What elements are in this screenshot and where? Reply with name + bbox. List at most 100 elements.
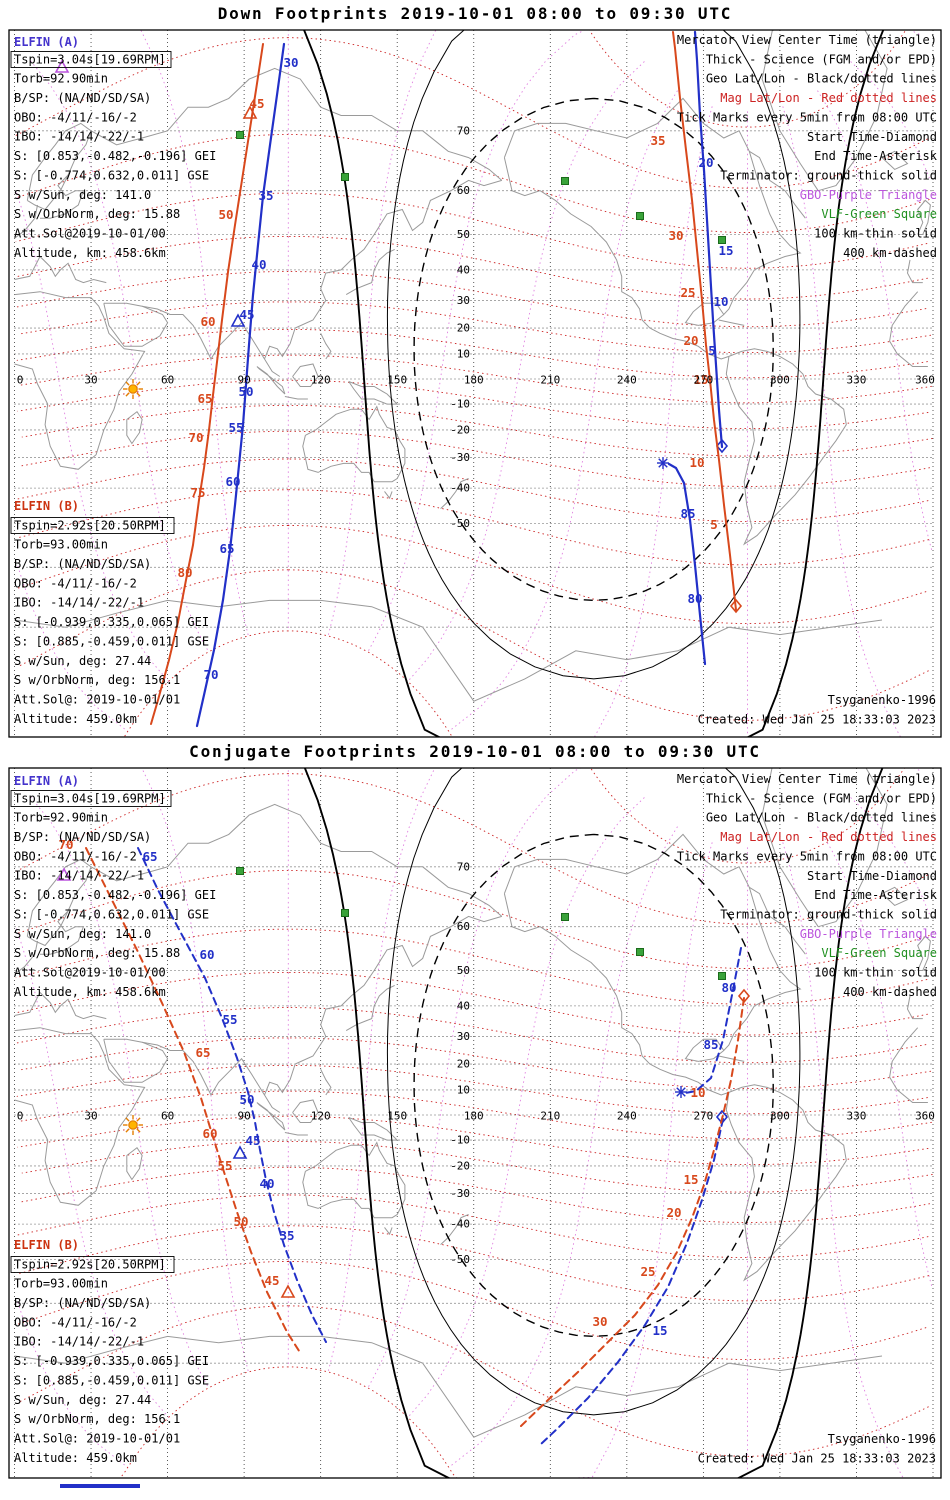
- lon-tick-label: 270: [693, 374, 713, 387]
- elfin-b-info-line: S w/OrbNorm, deg: 156.1: [14, 1412, 180, 1426]
- elfin-a-info-line: S w/OrbNorm, deg: 15.88: [14, 946, 180, 960]
- start-time-diamond: [715, 438, 729, 454]
- mag-latitude-line: [15, 773, 928, 925]
- track-time-label: 55: [217, 1158, 232, 1173]
- tspin-box-a: [10, 51, 172, 68]
- track-time-label: 20: [683, 333, 698, 348]
- track-time-label: 45: [245, 1133, 260, 1148]
- lon-tick-label: 240: [617, 374, 637, 387]
- legend-line: Tick Marks every 5min from 08:00 UTC: [677, 110, 937, 124]
- elfin-a-info-line: S: [0.853,-0.482,-0.196] GEI: [14, 888, 216, 902]
- track-time-label: 15: [693, 372, 708, 387]
- lat-tick-label: 60: [457, 920, 470, 933]
- lat-tick-label: 10: [457, 347, 470, 360]
- mag-latitude-line: [19, 301, 932, 354]
- mag-latitude-line: [16, 1064, 928, 1115]
- terminator-100km: [386, 768, 801, 1416]
- panel-border: [8, 767, 942, 1479]
- track-time-label: 10: [713, 294, 728, 309]
- elfin-b-info-line: S w/OrbNorm, deg: 156.1: [14, 673, 180, 687]
- track-elfin-a-seg0: [195, 42, 286, 728]
- track-time-label: 80: [721, 980, 736, 995]
- mag-latitude-line: [17, 869, 930, 969]
- model-credit: Tsyganenko-1996: [828, 1432, 936, 1446]
- elfin-a-info-line: Tspin=3.04s[19.69RPM]: [14, 52, 166, 66]
- coastline: [103, 302, 169, 347]
- lon-tick-label: 180: [464, 1110, 484, 1123]
- coastline: [14, 1335, 883, 1438]
- elfin-b-info-line: Torb=93.00min: [14, 1277, 108, 1291]
- lon-tick-label: 210: [540, 1110, 560, 1123]
- track-time-label: 15: [652, 1323, 667, 1338]
- coastline: [384, 491, 393, 500]
- lon-tick-label: 0: [17, 1110, 24, 1123]
- track-time-label: 35: [279, 1228, 294, 1243]
- lat-tick-label: -40: [450, 482, 470, 495]
- legend-line: Thick - Science (FGM and/or EPD): [706, 52, 937, 66]
- lat-tick-label: -20: [450, 1159, 470, 1172]
- coastline: [263, 915, 502, 1113]
- vlf-station-square: [561, 177, 569, 185]
- coastline: [14, 940, 38, 975]
- vlf-station-square: [561, 913, 569, 921]
- track-time-label: 80: [177, 565, 192, 580]
- coastline: [14, 1027, 146, 1206]
- mag-latitude-line: [18, 489, 930, 566]
- track-elfin-b-seg3: [150, 43, 264, 725]
- track-time-label: 60: [202, 1126, 217, 1141]
- start-time-diamond: [737, 988, 751, 1004]
- lon-tick-label: 60: [161, 374, 174, 387]
- coastline: [292, 1099, 319, 1123]
- track-time-label: 65: [219, 541, 234, 556]
- elfin-a-info-line: S w/Sun, deg: 141.0: [14, 927, 151, 941]
- lat-tick-label: 20: [457, 1058, 470, 1071]
- end-time-asterisk: [675, 1086, 687, 1098]
- mag-latitude-line: [590, 768, 906, 864]
- legend-line: Start Time-Diamond: [807, 130, 937, 144]
- lat-tick-label: 70: [457, 860, 470, 873]
- elfin-b-info-line: B/SP: (NA/ND/SD/SA): [14, 557, 151, 571]
- end-time-asterisk: [657, 457, 669, 469]
- track-time-label: 10: [689, 455, 704, 470]
- sun-symbol: [123, 379, 143, 399]
- lon-tick-label: 150: [387, 374, 407, 387]
- elfin-b-info-line: S: [0.885,-0.459,0.011] GSE: [14, 634, 209, 648]
- coastline: [256, 366, 286, 395]
- coastline: [15, 1028, 928, 1103]
- mag-latitude-line: [119, 1366, 458, 1478]
- created-credit: Created: Wed Jan 25 18:33:03 2023: [698, 1452, 936, 1466]
- track-time-label: 80: [687, 591, 702, 606]
- start-time-diamond: [729, 598, 743, 614]
- mag-longitude-line: [17, 90, 933, 732]
- track-time-label: 5: [708, 343, 716, 358]
- track-time-label: 75: [190, 485, 205, 500]
- mag-longitude-line: [367, 30, 586, 653]
- mag-latitude-line: [588, 30, 907, 128]
- mag-latitude-line: [17, 1115, 929, 1166]
- elfin-b-info-line: S w/Sun, deg: 27.44: [14, 654, 151, 668]
- track-time-label: 70: [188, 430, 203, 445]
- mag-latitude-line: [20, 354, 932, 404]
- coastline: [90, 803, 503, 917]
- coastline: [15, 292, 928, 367]
- sun-ray: [125, 381, 130, 386]
- sun-ray: [136, 1128, 141, 1133]
- lon-tick-label: 300: [770, 374, 790, 387]
- track-time-label: 55: [228, 420, 243, 435]
- coastline: [749, 886, 806, 955]
- coastline: [718, 319, 745, 326]
- elfin-a-info-line: S w/OrbNorm, deg: 15.88: [14, 207, 180, 221]
- legend-line: Mercator View Center Time (triangle): [677, 772, 937, 786]
- track-time-label: 50: [238, 384, 253, 399]
- mag-latitude-line: [19, 430, 930, 487]
- lon-tick-label: 60: [161, 1110, 174, 1123]
- elfin-b-info-line: S w/Sun, deg: 27.44: [14, 1393, 151, 1407]
- legend-line: Mag Lat/Lon - Red dotted lines: [720, 91, 937, 105]
- map-down: 3035404550556065705101520808545506065707…: [15, 30, 935, 737]
- track-time-label: 60: [200, 314, 215, 329]
- vlf-station-square: [236, 867, 244, 875]
- track-elfin-a-seg2: [540, 1118, 724, 1445]
- panel-title: Conjugate Footprints 2019-10-01 08:00 to…: [189, 742, 761, 761]
- track-time-label: 5: [710, 517, 718, 532]
